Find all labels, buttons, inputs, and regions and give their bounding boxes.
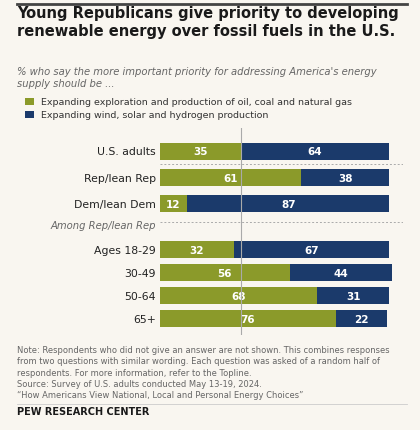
Bar <box>318 288 389 304</box>
Text: Rep/lean Rep: Rep/lean Rep <box>84 173 156 183</box>
Bar <box>234 242 389 259</box>
Text: 32: 32 <box>189 245 204 255</box>
Text: Note: Respondents who did not give an answer are not shown. This combines respon: Note: Respondents who did not give an an… <box>17 345 389 399</box>
Bar <box>160 196 187 213</box>
Text: 65+: 65+ <box>133 314 156 324</box>
Text: 61: 61 <box>223 173 238 183</box>
Text: 38: 38 <box>338 173 352 183</box>
Bar <box>187 196 389 213</box>
Bar <box>289 264 391 282</box>
Bar <box>160 242 234 259</box>
Text: 67: 67 <box>304 245 319 255</box>
Text: 35: 35 <box>193 147 207 157</box>
Text: 30-49: 30-49 <box>125 268 156 278</box>
Text: Among Rep/lean Rep: Among Rep/lean Rep <box>51 221 156 230</box>
Text: 68: 68 <box>231 291 246 301</box>
Text: 44: 44 <box>333 268 348 278</box>
Text: Dem/lean Dem: Dem/lean Dem <box>74 200 156 209</box>
Text: 22: 22 <box>354 314 369 324</box>
Text: Expanding wind, solar and hydrogen production: Expanding wind, solar and hydrogen produ… <box>41 111 268 119</box>
Bar <box>160 144 241 160</box>
Bar <box>160 264 289 282</box>
Text: Ages 18-29: Ages 18-29 <box>94 245 156 255</box>
Bar <box>160 288 318 304</box>
Text: 64: 64 <box>308 147 323 157</box>
Text: U.S. adults: U.S. adults <box>97 147 156 157</box>
Text: 50-64: 50-64 <box>125 291 156 301</box>
Bar <box>160 310 336 328</box>
Text: Expanding exploration and production of oil, coal and natural gas: Expanding exploration and production of … <box>41 98 352 106</box>
Bar <box>336 310 387 328</box>
Text: 76: 76 <box>240 314 255 324</box>
Text: Young Republicans give priority to developing
renewable energy over fossil fuels: Young Republicans give priority to devel… <box>17 6 399 40</box>
Bar <box>160 169 301 187</box>
Bar <box>241 144 389 160</box>
Text: % who say the more important priority for addressing America's energy
supply sho: % who say the more important priority fo… <box>17 67 376 89</box>
Text: 31: 31 <box>346 291 361 301</box>
Text: 12: 12 <box>166 200 181 209</box>
Text: PEW RESEARCH CENTER: PEW RESEARCH CENTER <box>17 406 149 416</box>
Text: 87: 87 <box>281 200 296 209</box>
Text: 56: 56 <box>217 268 232 278</box>
Bar <box>301 169 389 187</box>
